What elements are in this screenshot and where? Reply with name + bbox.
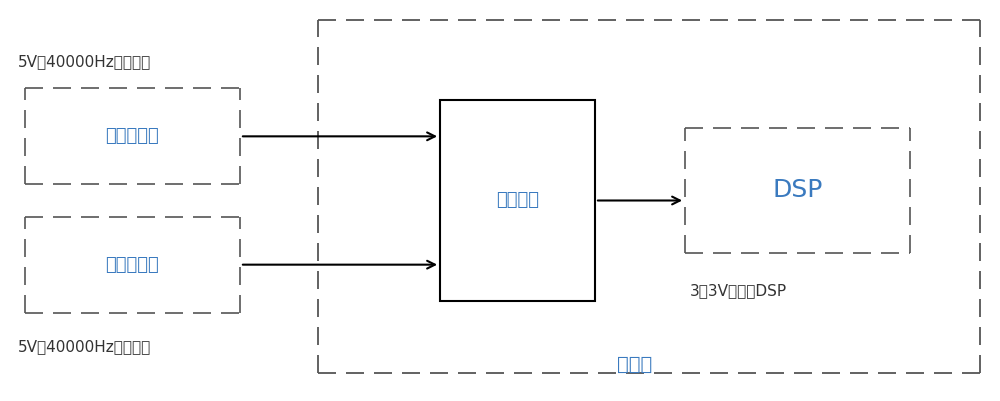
Text: 隔离电路: 隔离电路 — [496, 192, 539, 209]
Text: 3．3V供电的DSP: 3．3V供电的DSP — [690, 283, 787, 298]
Text: 5V、40000Hz方波信号: 5V、40000Hz方波信号 — [18, 55, 151, 70]
Text: 结冰探测器: 结冰探测器 — [106, 256, 159, 273]
Text: DSP: DSP — [772, 178, 823, 203]
Text: 控制器: 控制器 — [617, 355, 653, 375]
Text: 结冰探测器: 结冰探测器 — [106, 128, 159, 145]
Bar — [440, 100, 595, 301]
Text: 5V、40000Hz方波信号: 5V、40000Hz方波信号 — [18, 339, 151, 354]
